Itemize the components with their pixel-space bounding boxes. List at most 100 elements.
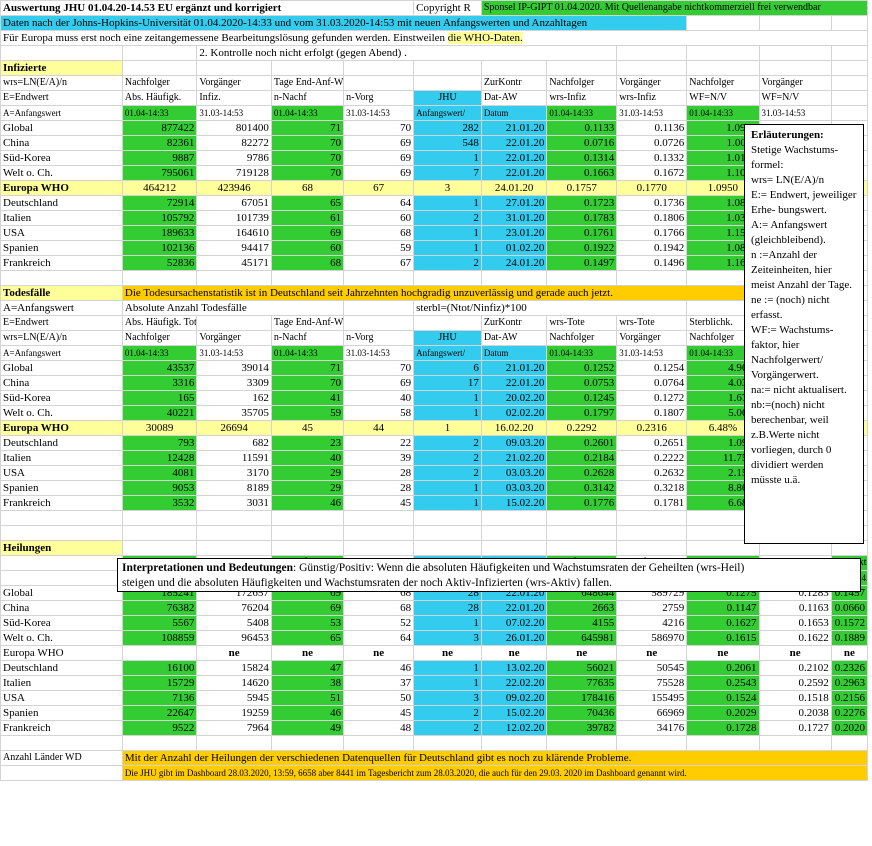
value-cell: 66969 [616,705,688,721]
source-banner: Daten nach der Johns-Hopkins-Universität… [0,15,688,31]
table-cell [343,510,415,526]
table-cell [686,15,760,31]
header-cell: JHU [413,90,482,106]
header-cell: 01.04-14:33 [121,345,198,361]
table-row: E=Endwert Abs. Häufigk. Infiz. n-Nachf n-Vor… [0,90,869,106]
value-cell: 09.02.20 [480,690,548,706]
value-cell: 69 [270,225,345,241]
header-cell: Vorgänger [196,75,272,91]
table-cell [546,735,618,751]
value-cell: 0.0764 [616,375,688,391]
section-todesfaelle: Todesfälle [0,285,123,301]
header-cell: Dat-AW [480,90,548,106]
table-cell [546,270,618,286]
value-cell: 3031 [196,495,272,511]
spreadsheet: Auswertung JHU 01.04.20-14.53 EU ergänzt… [0,0,869,781]
value-cell: 1 [413,495,482,511]
table-cell [121,510,198,526]
value-cell: 0.1524 [686,690,760,706]
table-row: China 82361 82272 70 69 548 22.01.20 0.0716 0.07… [0,135,869,151]
row-label: Deutschland [0,195,123,211]
value-cell: 68 [270,180,345,196]
value-cell: 1 [413,420,482,436]
value-cell: 548 [413,135,482,151]
value-cell: 1 [413,150,482,166]
value-cell: 71 [270,120,345,136]
table-cell [196,270,272,286]
row-label: Süd-Korea [0,390,123,406]
table-row: Todesfälle Die Todesursachenstatistik ist… [0,285,869,301]
header-cell: Nachfolger [546,75,618,91]
legend-line: Erhe- bungswert. [751,204,827,216]
value-cell: 0.1136 [616,120,688,136]
europe-note: Für Europa muss erst noch eine zeitangem… [3,32,448,44]
value-cell: 4155 [546,615,618,631]
header-cell: wrs-Infiz [546,90,618,106]
header-cell: wrs=LN(E/A)/n [0,75,123,91]
value-cell: 70 [270,165,345,181]
value-cell: 2 [413,210,482,226]
value-cell: 0.1133 [546,120,618,136]
table-row: Frankreich 52836 45171 68 67 2 24.01.20 0.1497 0… [0,255,869,271]
value-cell: 3309 [196,375,272,391]
value-cell: 719128 [196,165,272,181]
value-cell: 15.02.20 [480,495,548,511]
value-cell: 0.1770 [616,180,688,196]
header-cell: 01.04-14:33 [686,105,760,121]
legend-line: n :=Anzahl der [751,249,818,261]
table-row: China 76382 76204 69 68 28 22.01.20 2663 2759 0.1… [0,600,869,616]
value-cell: 0.2102 [758,660,832,676]
value-cell: 34176 [616,720,688,736]
value-cell: 0.1942 [616,240,688,256]
value-cell: 0.1766 [616,225,688,241]
table-cell [196,540,272,556]
legend-line: meist Anzahl der Tage. [751,279,853,291]
header-cell: wrs-Infiz [616,90,688,106]
value-cell: 29 [270,465,345,481]
table-cell [413,735,482,751]
header-cell: wrs-Tote [616,315,688,331]
table-cell [0,765,123,781]
header-cell: Nachfolger [686,75,760,91]
value-cell: 40 [343,390,415,406]
value-cell: 0.2601 [546,435,618,451]
table-cell [270,60,345,76]
table-cell [121,525,198,541]
value-cell: 0.1622 [758,630,832,646]
value-cell: 0.1245 [546,390,618,406]
europe-note-row: Für Europa muss erst noch eine zeitangem… [0,30,868,46]
header-cell: 31.03-14:53 [616,345,688,361]
row-label: Global [0,120,123,136]
header-cell: Abs. Häufigk. Tote [121,315,198,331]
value-cell: 47 [270,660,345,676]
value-cell: 2 [413,435,482,451]
table-row: Frankreich 9522 7964 49 48 2 12.02.20 39782 3417… [0,720,869,736]
header-cell: Tage End-Anf-Wert [270,315,345,331]
header-cell: Vorgänger [758,75,832,91]
row-label: A=Anfangswert [0,300,123,316]
table-row: Europa WHO 464212 423946 68 67 3 24.01.20 0.175… [0,180,869,196]
value-cell: 5.06% [686,405,760,421]
value-cell: 45171 [196,255,272,271]
value-cell: 14620 [196,675,272,691]
table-row: Italien 105792 101739 61 60 2 31.01.20 0.1783 0.… [0,210,869,226]
value-cell: 7 [413,165,482,181]
value-cell: 45 [343,495,415,511]
value-cell: 45 [270,420,345,436]
row-label: USA [0,465,123,481]
value-cell: 52 [343,615,415,631]
table-cell [121,60,198,76]
value-cell: 189633 [121,225,198,241]
legend-line: na:= nicht aktualisert. [751,384,847,396]
row-label: Deutschland [0,435,123,451]
value-cell: 0.3142 [546,480,618,496]
header-cell: Nachfolger [121,75,198,91]
legend-line: A:= Anfangswert [751,219,828,231]
value-cell: 52836 [121,255,198,271]
value-cell: 423946 [196,180,272,196]
table-row: A=Anfangswert 01.04-14:33 31.03-14:53 01.04… [0,105,869,121]
value-cell: ne [270,645,345,661]
interp-text-2: steigen und die absoluten Häufigkeiten u… [122,577,613,589]
value-cell: 4081 [121,465,198,481]
table-row: Welt o. Ch. 795061 719128 70 69 7 22.01.20 0.16… [0,165,869,181]
